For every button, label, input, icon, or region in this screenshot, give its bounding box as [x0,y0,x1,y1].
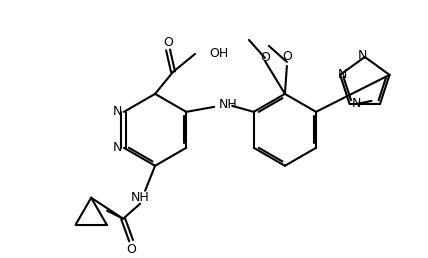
Text: O: O [126,243,136,256]
Text: N: N [337,68,347,81]
Text: O: O [163,36,173,50]
Text: N: N [352,98,361,110]
Text: N: N [358,50,368,62]
Text: O: O [260,51,270,64]
Text: O: O [282,50,292,63]
Text: NH: NH [131,191,149,204]
Text: N: N [112,141,122,154]
Text: OH: OH [209,47,228,60]
Text: N: N [112,105,122,118]
Text: NH: NH [219,98,238,111]
